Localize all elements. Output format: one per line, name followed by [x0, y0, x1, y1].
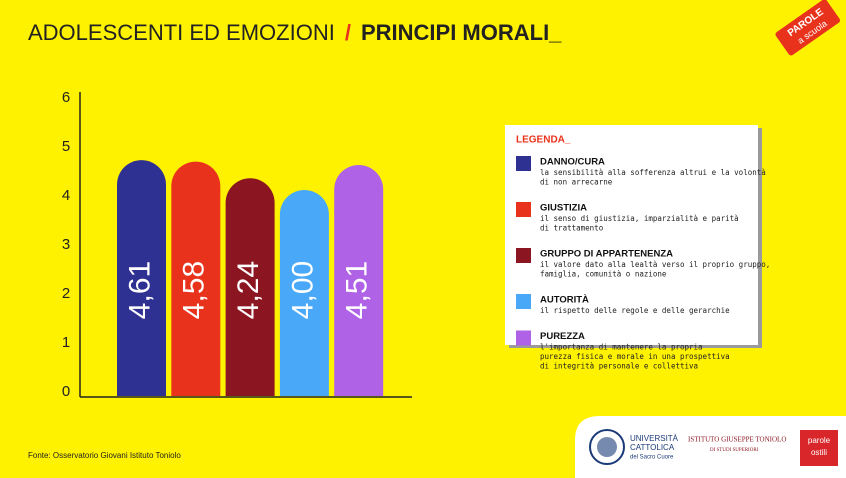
logo-text: del Sacro Cuore [630, 455, 674, 461]
bar [279, 190, 329, 396]
legend-box [505, 125, 758, 345]
legend-description: l'importanza di mantenere la propria [540, 343, 703, 352]
footer-panel [575, 416, 846, 478]
logo-text: UNIVERSITÀ [630, 434, 679, 443]
legend-description: il senso di giustizia, imparzialità e pa… [540, 214, 739, 223]
badge-bg [775, 0, 841, 56]
legend-label: GRUPPO DI APPARTENENZA [540, 249, 673, 260]
y-tick-label: 5 [62, 138, 70, 155]
legend-description: purezza fisica e morale in una prospetti… [540, 352, 730, 361]
legend-description: la sensibilità alla sofferenza altrui e … [540, 168, 766, 177]
legend-description: di integrità personale e collettiva [540, 362, 698, 371]
legend-swatch [516, 330, 531, 346]
logo-box [800, 430, 838, 466]
legend-label: GIUSTIZIA [540, 203, 587, 214]
y-tick-label: 0 [62, 383, 70, 400]
legend-label: DANNO/CURA [540, 157, 605, 168]
legend-description: di non arrecarne [540, 178, 613, 187]
value-label: 4,00 [286, 261, 319, 319]
y-tick-label: 1 [62, 334, 70, 351]
legend-description: di trattamento [540, 224, 604, 233]
logo-text: parole [808, 436, 831, 445]
logo-text: ISTITUTO GIUSEPPE TONIOLO [688, 436, 786, 444]
bar [171, 161, 221, 396]
y-tick-label: 3 [62, 236, 70, 253]
y-tick-label: 4 [62, 187, 70, 204]
legend-label: AUTORITÀ [540, 295, 589, 306]
legend-swatch [516, 294, 531, 309]
legend-label: PUREZZA [540, 331, 585, 342]
source: Fonte: Osservatorio Giovani Istituto Ton… [28, 451, 181, 460]
logo-text: ostili [811, 448, 827, 457]
legend-swatch [516, 156, 531, 171]
title-sub: PRINCIPI MORALI_ [361, 20, 562, 45]
title-main: ADOLESCENTI ED EMOZIONI [28, 20, 335, 45]
legend-swatch [516, 202, 531, 217]
value-label: 4,61 [123, 261, 156, 319]
bar [225, 178, 275, 396]
legend-title: LEGENDA_ [516, 135, 571, 146]
value-label: 4,51 [341, 261, 374, 319]
y-tick-label: 6 [62, 89, 70, 106]
bar [117, 160, 166, 396]
legend-description: il rispetto delle regole e delle gerarch… [540, 306, 730, 315]
bar [334, 165, 384, 396]
legend-swatch [516, 248, 531, 263]
logo-seal [597, 437, 617, 457]
title: ADOLESCENTI ED EMOZIONI / PRINCIPI MORALI_ [28, 20, 562, 45]
logo-text: DI STUDI SUPERIORI [710, 448, 759, 453]
logo-text: CATTOLICA [630, 443, 675, 452]
legend-description: il valore dato alla lealtà verso il prop… [540, 260, 770, 269]
title-separator: / [345, 20, 351, 45]
value-label: 4,24 [232, 261, 265, 319]
legend-description: famiglia, comunità o nazione [540, 270, 667, 279]
y-tick-label: 2 [62, 285, 70, 302]
value-label: 4,58 [178, 261, 211, 319]
